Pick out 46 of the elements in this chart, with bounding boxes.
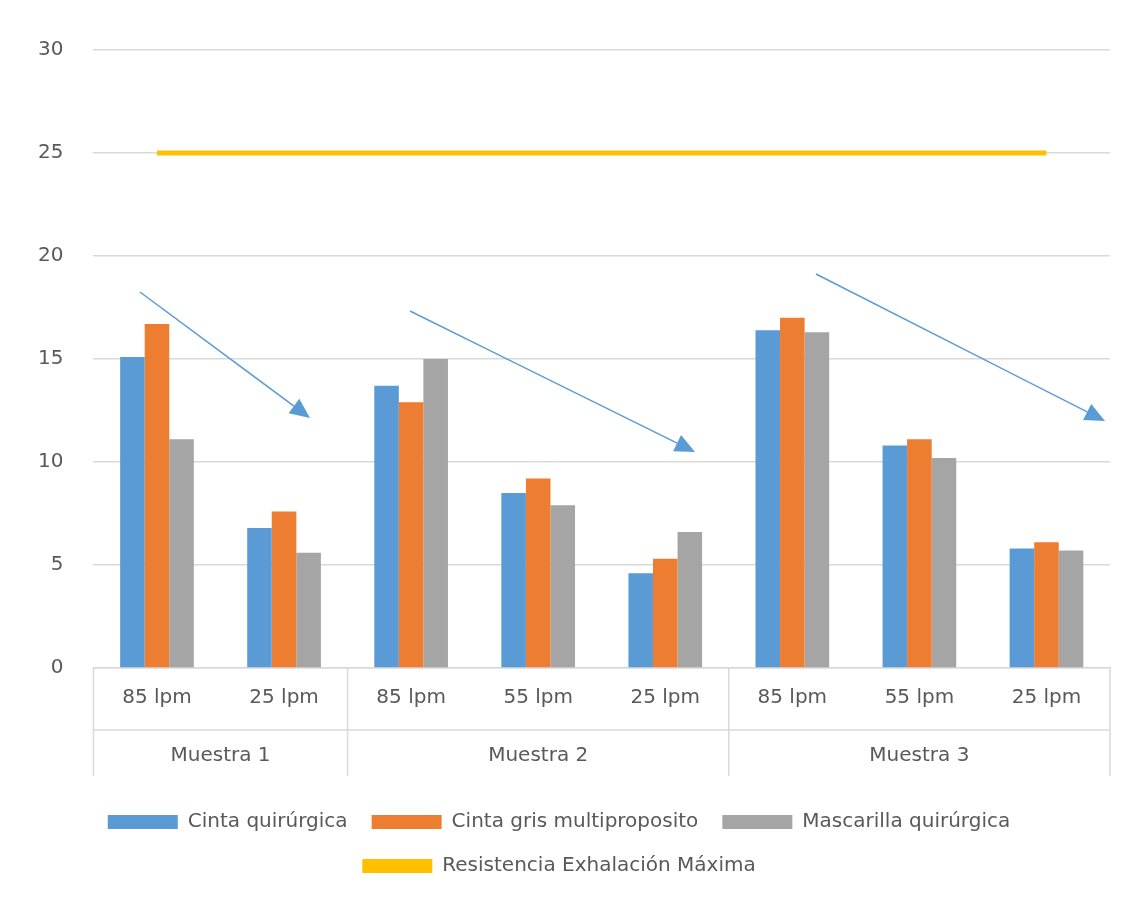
legend-label: Cinta quirúrgica bbox=[187, 808, 348, 833]
legend-label: Mascarilla quirúrgica bbox=[802, 808, 1011, 833]
bar bbox=[882, 445, 908, 668]
x-tick-label: 25 lpm bbox=[249, 684, 319, 709]
bar bbox=[501, 492, 526, 668]
bar bbox=[1009, 548, 1035, 668]
bar bbox=[780, 317, 805, 668]
bar bbox=[1034, 542, 1059, 668]
bar bbox=[169, 439, 194, 668]
bar bbox=[652, 558, 678, 668]
bar bbox=[525, 478, 551, 668]
bar bbox=[398, 402, 424, 668]
bar bbox=[931, 457, 957, 668]
bar bbox=[296, 552, 321, 668]
bar bbox=[144, 323, 170, 668]
bar bbox=[907, 439, 932, 668]
bar bbox=[374, 385, 399, 668]
y-tick-label: 30 bbox=[38, 36, 64, 61]
y-tick-label: 25 bbox=[38, 139, 64, 164]
bar bbox=[550, 505, 576, 668]
x-tick-label: 85 lpm bbox=[757, 684, 828, 709]
text: Muestra 2 bbox=[488, 742, 589, 767]
bar bbox=[120, 356, 145, 668]
x-tick-label: 85 lpm bbox=[376, 684, 446, 709]
x-tick-label: 25 lpm bbox=[630, 684, 701, 709]
bar bbox=[1058, 550, 1084, 668]
bar bbox=[271, 511, 297, 668]
bar bbox=[755, 330, 781, 668]
bar bbox=[628, 573, 653, 668]
text: Muestra 1 bbox=[170, 742, 271, 767]
legend-label: Resistencia Exhalación Máxima bbox=[442, 852, 756, 877]
bar bbox=[247, 527, 272, 668]
bar bbox=[677, 532, 703, 668]
legend-label: Cinta gris multiproposito bbox=[451, 808, 699, 833]
y-tick-label: 10 bbox=[38, 448, 64, 473]
x-tick-label: 55 lpm bbox=[503, 684, 573, 709]
y-tick-label: 5 bbox=[50, 551, 64, 576]
y-tick-label: 15 bbox=[38, 345, 64, 370]
x-tick-label: 25 lpm bbox=[1011, 684, 1082, 709]
bar bbox=[423, 359, 448, 668]
bar bbox=[804, 332, 830, 668]
x-tick-label: 85 lpm bbox=[122, 684, 192, 709]
x-tick-label: 55 lpm bbox=[884, 684, 955, 709]
y-tick-label: 20 bbox=[38, 242, 64, 267]
y-tick-label: 0 bbox=[50, 654, 64, 679]
text: Muestra 3 bbox=[869, 742, 970, 767]
